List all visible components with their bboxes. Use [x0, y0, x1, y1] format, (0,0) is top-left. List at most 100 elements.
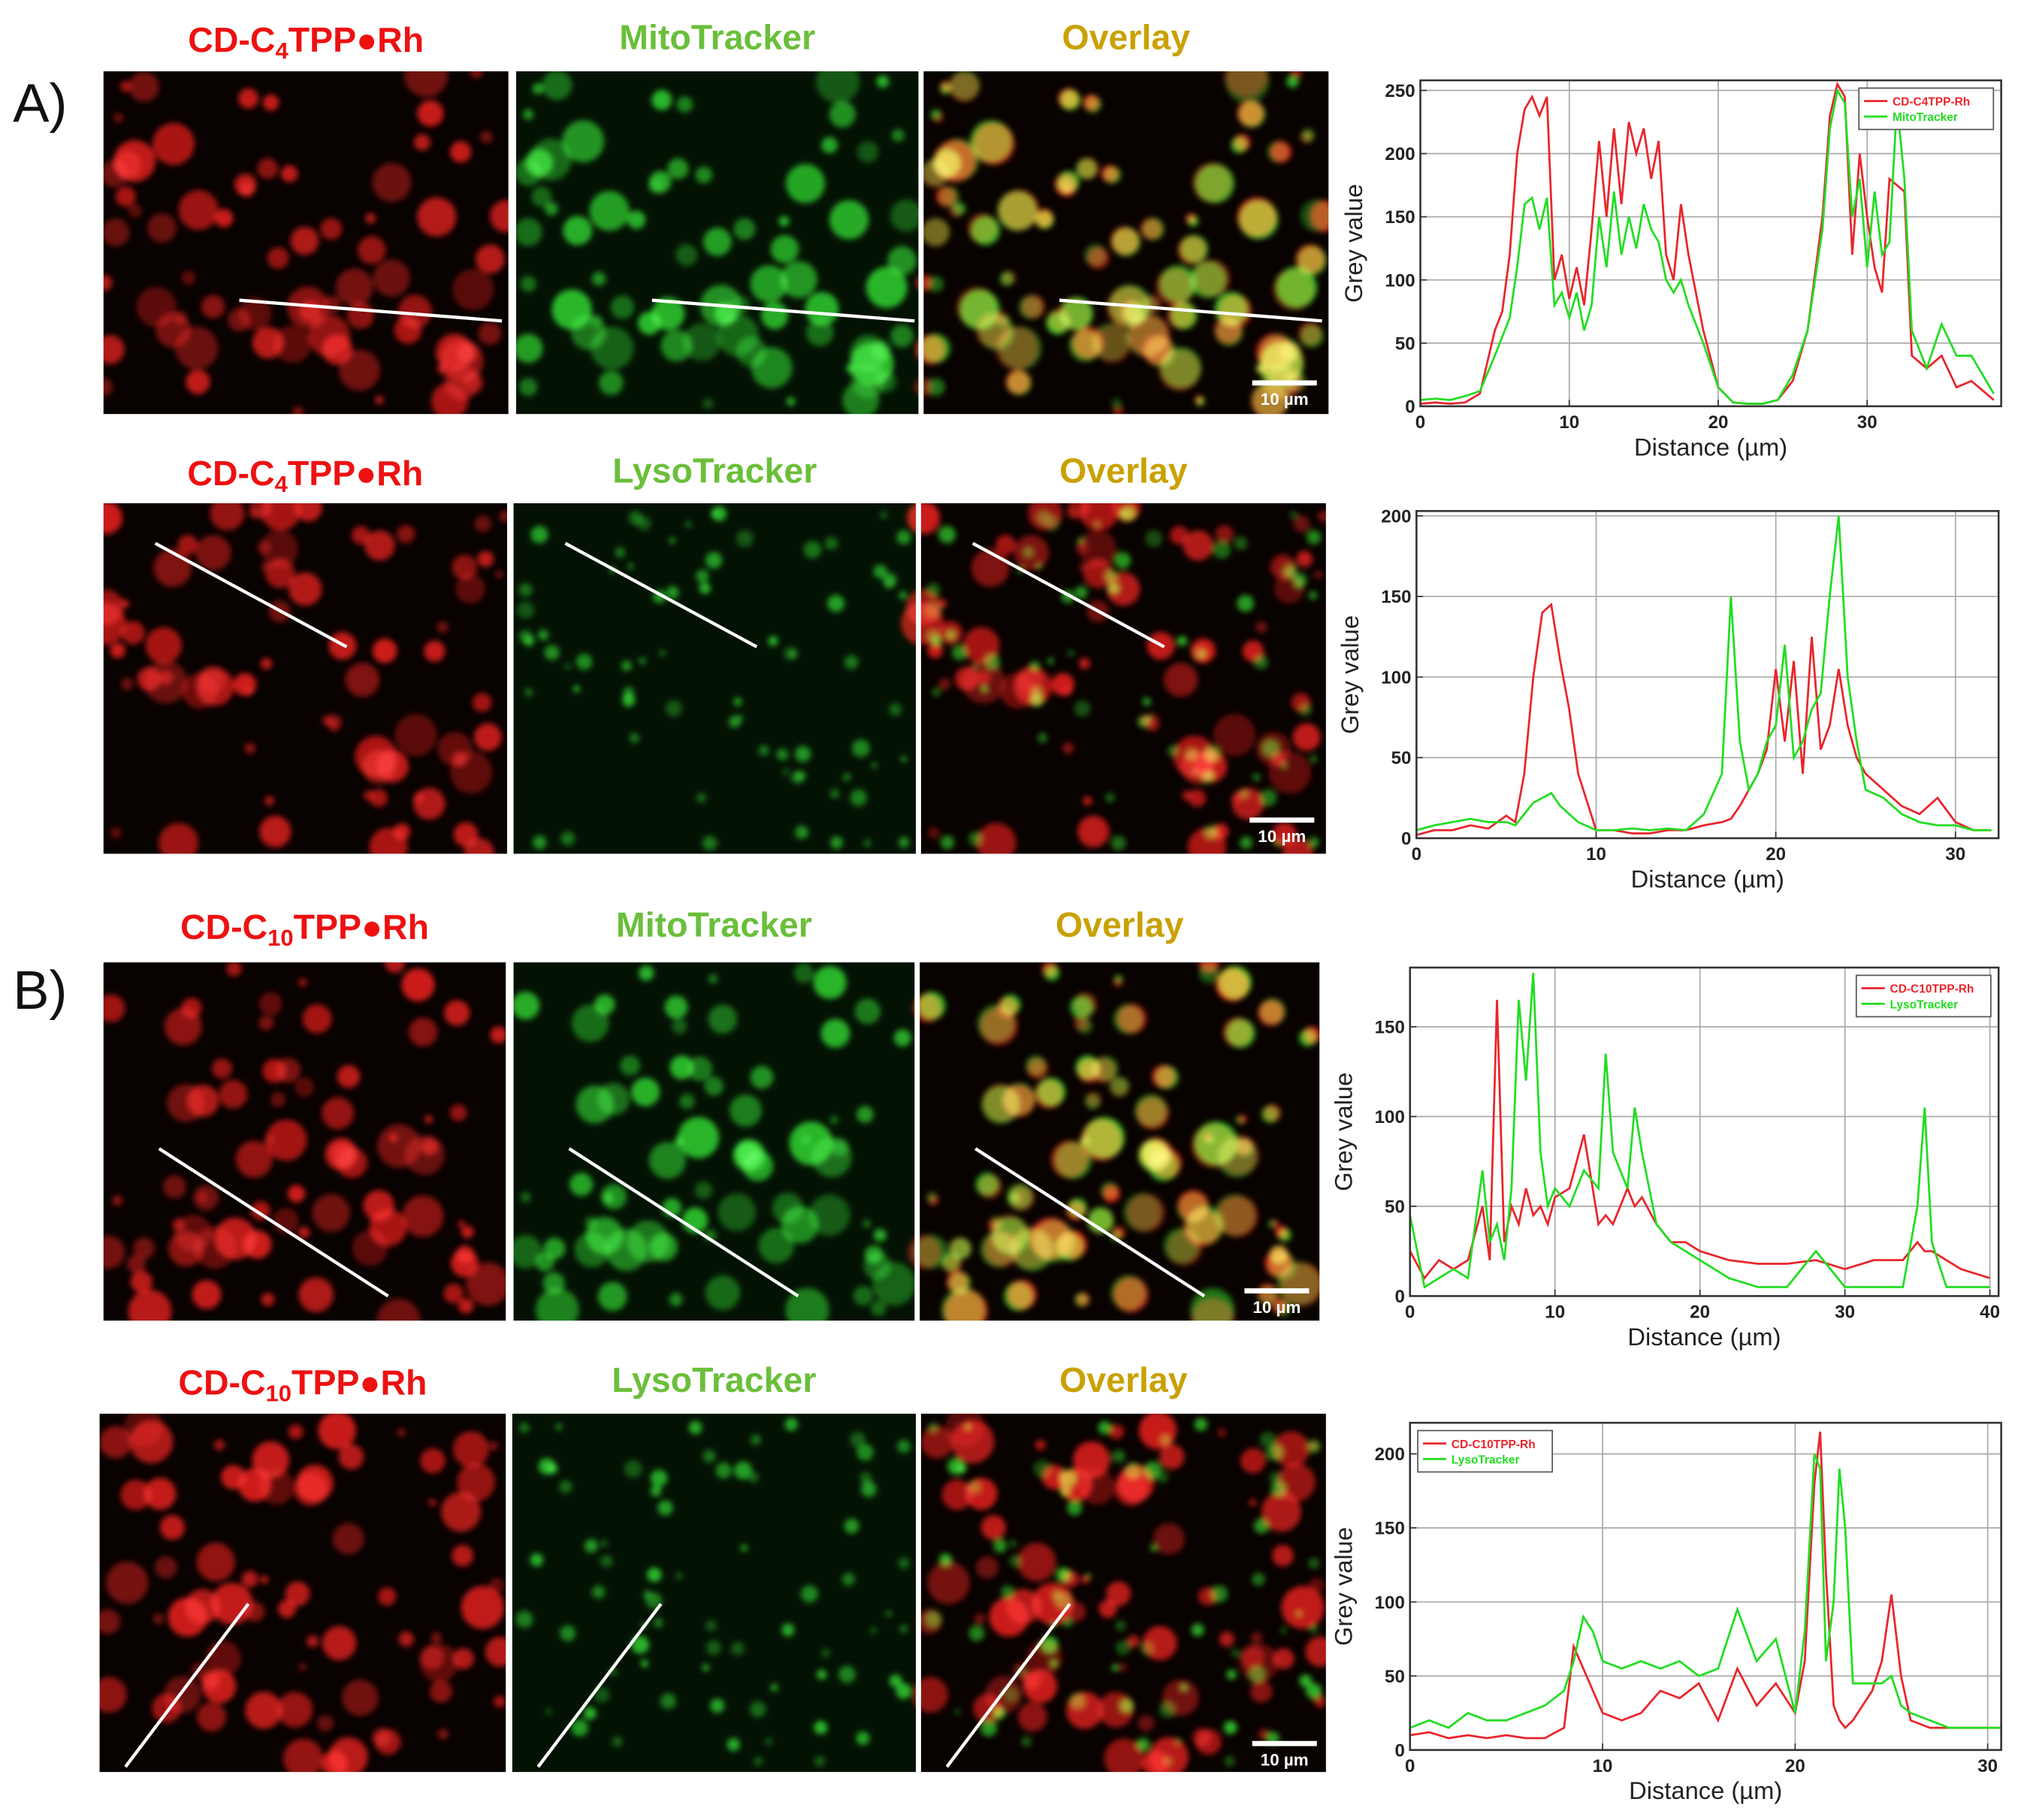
signal-spot: [1249, 1680, 1273, 1703]
signal-spot: [1078, 657, 1090, 670]
signal-spot: [267, 247, 289, 269]
signal-spot: [981, 1085, 1020, 1124]
data-layer: [1420, 81, 1995, 405]
signal-spot: [627, 563, 633, 569]
y-tick-label: 100: [1375, 1107, 1405, 1127]
cell-signal: [91, 952, 510, 1343]
chart: 0 50 100 150 0 10 20 30 40 Distance (µm) Grey valu…: [1329, 966, 2000, 1351]
signal-spot: [939, 186, 959, 207]
x-axis-label: Distance (µm): [1634, 433, 1787, 460]
panel-label: A): [13, 74, 67, 134]
signal-spot: [1009, 1555, 1022, 1568]
signal-spot: [1159, 1444, 1185, 1470]
signal-spot: [95, 274, 113, 291]
signal-spot: [283, 1738, 324, 1779]
signal-spot: [1272, 1544, 1294, 1567]
signal-spot: [1313, 570, 1322, 579]
tracker-title: LysoTracker: [612, 1360, 816, 1399]
signal-spot: [1167, 744, 1179, 756]
signal-spot: [352, 526, 370, 545]
scale-bar-label: 10 µm: [1258, 827, 1306, 846]
signal-spot: [980, 1515, 1006, 1541]
x-tick-label: 10: [1559, 412, 1579, 433]
signal-spot: [1310, 1625, 1318, 1633]
signal-spot: [945, 629, 956, 641]
signal-spot: [121, 620, 145, 644]
signal-spot: [621, 660, 632, 672]
signal-spot: [1110, 1076, 1129, 1096]
signal-spot: [950, 70, 980, 101]
signal-spot: [873, 564, 887, 579]
probe-suffix: TPP●Rh: [288, 454, 423, 493]
signal-spot: [547, 1463, 558, 1474]
signal-spot: [542, 70, 572, 101]
signal-spot: [1091, 323, 1130, 361]
signal-spot: [452, 1544, 474, 1567]
signal-spot: [1137, 1715, 1155, 1732]
signal-spot: [980, 685, 988, 693]
signal-spot: [699, 582, 711, 594]
signal-spot: [940, 835, 955, 850]
signal-spot: [575, 1085, 614, 1124]
signal-spot: [871, 1628, 877, 1634]
signal-spot: [758, 1227, 794, 1264]
signal-spot: [688, 1420, 702, 1435]
signal-spot: [298, 1663, 307, 1671]
signal-spot: [805, 318, 834, 346]
data-line: [1416, 515, 1992, 832]
signal-spot: [513, 334, 543, 364]
signal-spot: [856, 1731, 870, 1746]
x-tick-label: 30: [1945, 844, 1965, 865]
signal-spot: [495, 570, 503, 579]
signal-spot: [954, 666, 979, 691]
signal-spot: [226, 961, 242, 976]
signal-spot: [708, 1004, 738, 1034]
signal-spot: [275, 1058, 301, 1083]
signal-spot: [488, 1577, 504, 1594]
signal-spot: [706, 1640, 721, 1656]
signal-spot: [790, 771, 804, 784]
signal-spot: [1038, 732, 1048, 744]
legend-label: CD-C10TPP-Rh: [1890, 983, 1974, 996]
signal-spot: [584, 1539, 598, 1553]
signal-spot: [647, 1567, 662, 1583]
signal-spot: [570, 315, 606, 350]
signal-spot: [597, 1281, 627, 1311]
signal-spot: [733, 218, 756, 240]
signal-spot: [99, 1426, 132, 1459]
signal-spot: [94, 377, 113, 397]
signal-spot: [583, 1707, 597, 1720]
signal-spot: [1110, 835, 1126, 851]
signal-spot: [639, 657, 646, 665]
signal-spot: [1191, 1623, 1204, 1637]
signal-spot: [95, 334, 125, 364]
signal-spot: [1123, 1193, 1162, 1232]
probe-suffix: TPP●Rh: [294, 907, 429, 946]
signal-spot: [195, 535, 231, 571]
signal-spot: [198, 666, 226, 693]
signal-spot: [620, 1055, 641, 1076]
signal-spot: [289, 572, 322, 606]
signal-spot: [1113, 406, 1124, 418]
signal-spot: [517, 601, 535, 619]
signal-spot: [790, 651, 796, 657]
signal-spot: [980, 1232, 1016, 1268]
signal-spot: [1073, 1441, 1110, 1479]
signal-spot: [704, 1076, 724, 1096]
signal-spot: [212, 1058, 233, 1079]
signal-spot: [530, 1553, 544, 1567]
signal-spot: [983, 653, 1001, 670]
signal-spot: [318, 1411, 356, 1450]
signal-spot: [1305, 1637, 1336, 1667]
signal-spot: [1119, 1663, 1128, 1671]
signal-spot: [476, 244, 505, 274]
signal-spot: [1276, 267, 1318, 309]
signal-spot: [520, 276, 536, 292]
signal-spot: [1239, 789, 1249, 798]
signal-spot: [1237, 594, 1255, 612]
signal-spot: [323, 295, 341, 313]
signal-spot: [1109, 1424, 1124, 1440]
signal-spot: [1255, 364, 1266, 373]
signal-spot: [1077, 537, 1084, 545]
signal-spot: [1170, 302, 1198, 330]
